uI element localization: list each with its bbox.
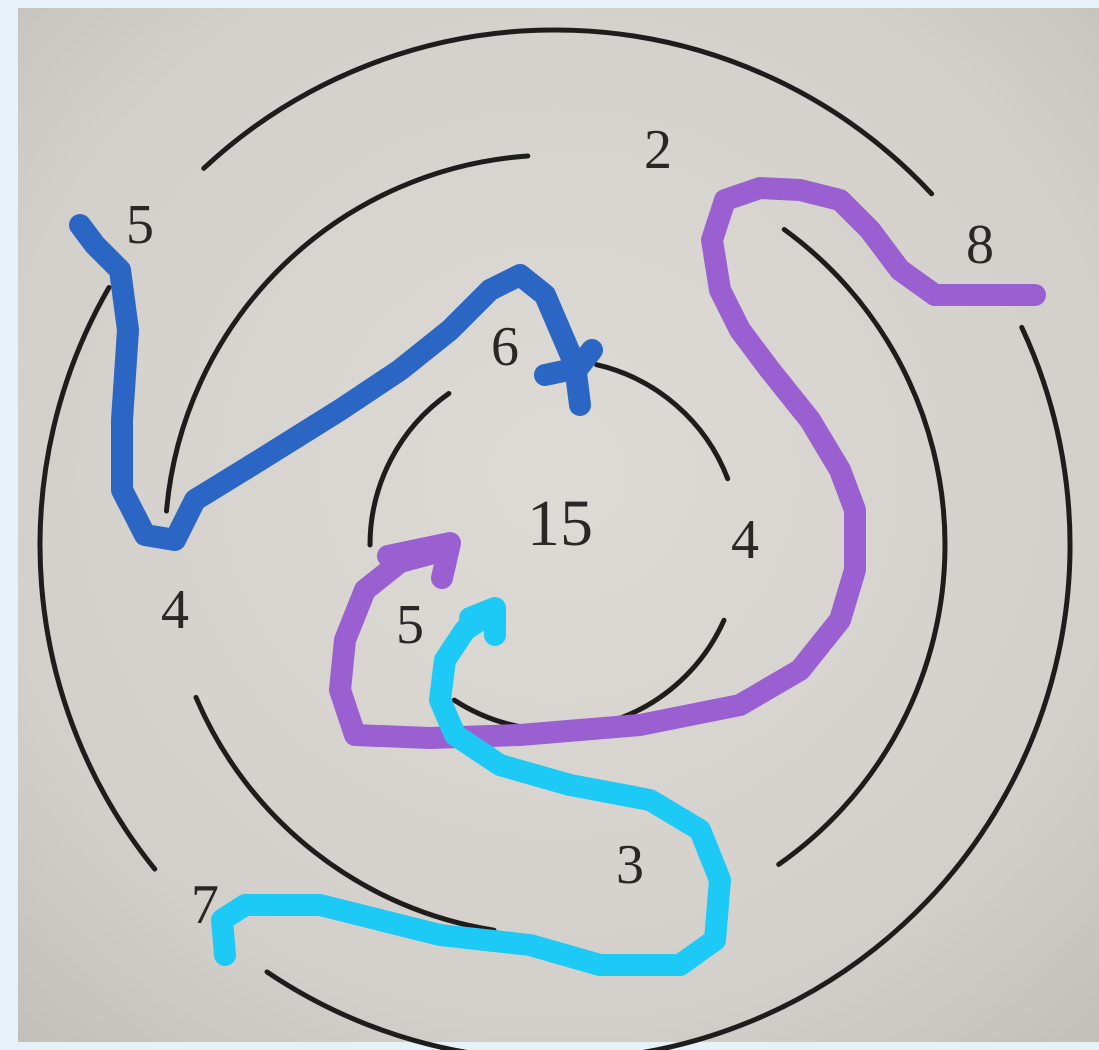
maze-number: 4 <box>161 579 189 641</box>
maze-number: 4 <box>731 509 759 571</box>
maze-number: 8 <box>966 214 994 276</box>
maze-number: 5 <box>126 194 154 256</box>
maze-number: 6 <box>491 316 519 378</box>
maze-number: 3 <box>616 834 644 896</box>
maze-number: 15 <box>527 487 593 560</box>
maze-number: 5 <box>396 594 424 656</box>
maze-photo: 2 5 8 6 15 4 4 5 3 7 <box>0 0 1099 1050</box>
maze-number: 2 <box>644 119 672 181</box>
